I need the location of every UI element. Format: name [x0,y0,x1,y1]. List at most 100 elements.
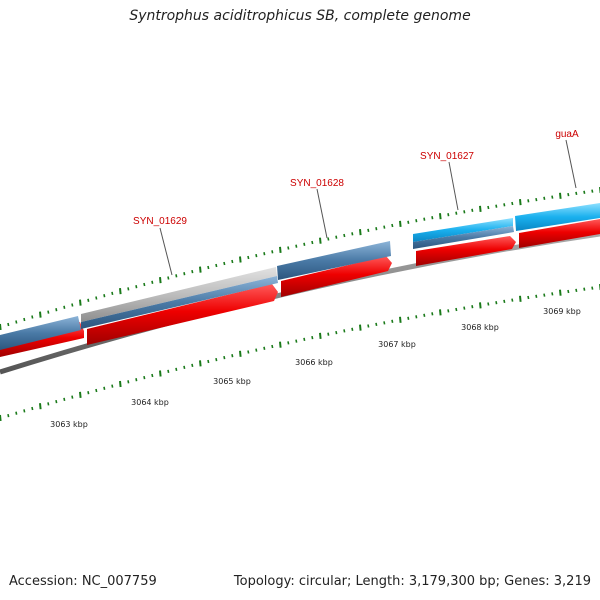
major-tick [199,360,202,367]
minor-tick [63,305,66,309]
minor-tick [455,211,458,215]
minor-tick [327,237,330,241]
minor-tick [191,363,194,368]
major-tick [159,277,162,284]
minor-tick [207,265,210,270]
gene-band[interactable] [81,276,278,329]
minor-tick [543,196,546,200]
minor-tick [287,246,290,250]
gene-band[interactable] [81,267,277,322]
minor-tick [551,195,554,199]
minor-tick [167,369,170,374]
minor-tick [263,252,266,256]
major-tick [359,229,362,236]
scale-label: 3064 kbp [131,398,169,407]
accession-label: Accession: NC_007759 [9,574,157,589]
major-tick [359,324,362,331]
major-tick [79,391,82,398]
minor-tick [207,359,210,364]
minor-tick [15,411,18,415]
minor-tick [255,253,258,258]
gene-band[interactable] [413,226,514,249]
minor-tick [111,384,114,388]
minor-tick [143,375,146,380]
minor-tick [95,388,98,393]
minor-tick [543,293,546,297]
minor-tick [127,380,130,384]
major-tick [439,309,442,316]
minor-tick [431,312,434,316]
scale-label: 3063 kbp [50,420,88,429]
minor-tick [367,324,370,328]
minor-tick [111,291,114,296]
minor-tick [463,306,466,310]
scale-label: 3065 kbp [213,377,251,386]
minor-tick [415,315,418,319]
minor-tick [351,232,354,236]
major-tick [479,302,482,309]
minor-tick [287,341,290,345]
gene-track-outer [0,203,600,350]
minor-tick [383,225,386,229]
backbone-line [0,231,600,375]
minor-tick [295,339,298,343]
major-tick [119,380,122,388]
scale-ticks [0,187,600,422]
gene-label[interactable]: SYN_01628 [290,178,344,189]
minor-tick [471,305,474,309]
minor-tick [183,272,186,276]
major-tick [559,289,562,296]
minor-tick [151,373,154,378]
gene-label[interactable]: SYN_01627 [420,151,474,162]
major-tick [239,256,242,263]
minor-tick [503,299,506,304]
minor-tick [135,378,138,382]
minor-tick [23,409,26,413]
gene-arrow[interactable] [519,219,600,248]
gene-band[interactable] [0,316,81,350]
major-tick [199,266,202,273]
minor-tick [535,197,538,202]
major-tick [519,199,522,206]
minor-tick [583,190,586,194]
minor-tick [511,298,514,302]
minor-tick [7,413,10,418]
minor-tick [311,335,314,340]
minor-tick [407,220,410,224]
minor-tick [367,228,370,233]
minor-tick [447,213,450,217]
gene-label[interactable]: SYN_01629 [133,216,187,227]
gene-band[interactable] [515,203,600,231]
minor-tick [23,317,26,322]
major-tick [519,295,522,302]
minor-tick [175,274,178,278]
forward-strand-track [0,219,600,357]
minor-tick [87,298,90,302]
minor-tick [167,276,170,280]
major-tick [439,213,442,220]
major-tick [159,370,162,377]
minor-tick [375,322,378,327]
minor-tick [583,287,586,291]
minor-tick [143,282,146,287]
minor-tick [391,319,394,323]
backbone [0,231,600,375]
minor-tick [343,329,346,333]
minor-tick [135,285,138,289]
major-tick [39,403,42,410]
gene-band[interactable] [413,218,513,242]
minor-tick [415,219,418,223]
gene-arrow[interactable] [281,256,392,297]
gene-label[interactable]: guaA [555,129,579,140]
gene-arrow[interactable] [416,236,516,266]
minor-tick [255,348,258,352]
label-leader [448,161,459,211]
minor-tick [535,294,538,298]
gene-band[interactable] [277,241,391,280]
gene-arrow[interactable] [87,284,278,345]
scale-label: 3067 kbp [378,340,416,349]
minor-tick [31,315,34,319]
scale-labels: 3063 kbp 3064 kbp 3065 kbp 3066 kbp 3067… [50,307,581,429]
minor-tick [87,391,90,395]
